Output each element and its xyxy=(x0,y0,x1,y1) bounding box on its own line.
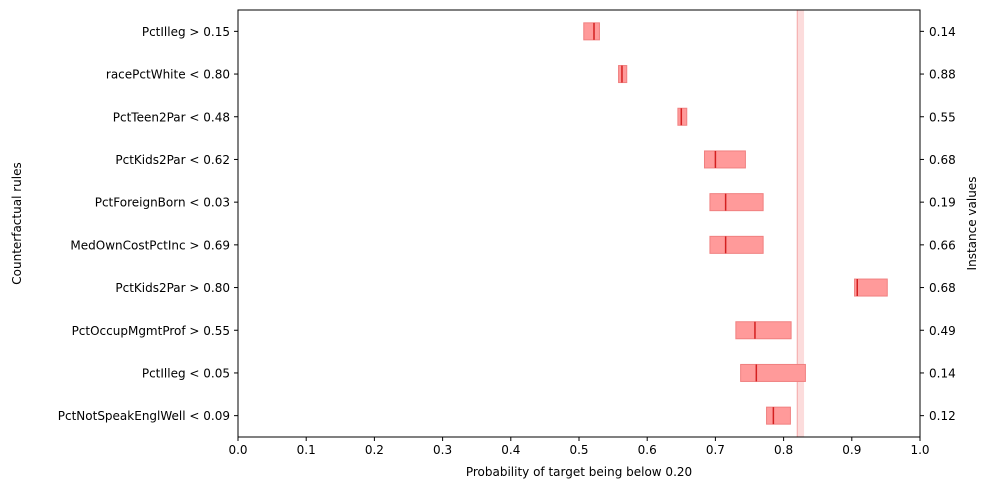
interval-bar xyxy=(735,321,792,340)
rule-label: PctIlleg > 0.15 xyxy=(142,25,230,39)
rule-label: MedOwnCostPctInc > 0.69 xyxy=(70,238,230,252)
instance-value-label: 0.12 xyxy=(929,409,956,423)
x-tick-label: 0.3 xyxy=(433,443,452,457)
instance-value-label: 0.66 xyxy=(929,238,956,252)
interval-bar xyxy=(854,278,888,297)
x-tick-label: 1.0 xyxy=(910,443,929,457)
y-axis-label: Counterfactual rules xyxy=(10,162,24,284)
ticks-layer: PctIlleg > 0.15 0.14 racePctWhite < 0.80 0.… xyxy=(58,25,956,457)
x-tick-label: 0.1 xyxy=(297,443,316,457)
rule-label: PctKids2Par < 0.62 xyxy=(115,153,230,167)
rule-label: PctKids2Par > 0.80 xyxy=(115,281,230,295)
x-axis-label: Probability of target being below 0.20 xyxy=(466,465,692,479)
rule-label: PctTeen2Par < 0.48 xyxy=(113,110,230,124)
x-tick-label: 0.0 xyxy=(228,443,247,457)
rule-label: PctOccupMgmtProf > 0.55 xyxy=(72,324,230,338)
instance-value-label: 0.19 xyxy=(929,196,956,210)
interval-bar xyxy=(740,363,806,382)
interval-bar xyxy=(709,193,764,212)
interval-bar xyxy=(583,22,600,41)
plot-frame xyxy=(237,9,921,438)
rule-label: PctForeignBorn < 0.03 xyxy=(95,196,230,210)
instance-value-label: 0.68 xyxy=(929,153,956,167)
rule-label: PctNotSpeakEnglWell < 0.09 xyxy=(58,409,230,423)
instance-value-label: 0.14 xyxy=(929,366,956,380)
x-tick-label: 0.5 xyxy=(569,443,588,457)
interval-bar xyxy=(677,107,688,126)
instance-value-label: 0.14 xyxy=(929,25,956,39)
x-tick-label: 0.4 xyxy=(501,443,520,457)
rule-label: racePctWhite < 0.80 xyxy=(106,68,230,82)
x-tick-label: 0.2 xyxy=(365,443,384,457)
x-tick-label: 0.9 xyxy=(842,443,861,457)
interval-bar xyxy=(709,235,764,254)
rule-label: PctIlleg < 0.05 xyxy=(142,366,230,380)
x-tick-label: 0.7 xyxy=(706,443,725,457)
reference-band xyxy=(797,10,805,437)
interval-bar xyxy=(766,406,791,425)
instance-value-label: 0.88 xyxy=(929,68,956,82)
instance-value-label: 0.49 xyxy=(929,324,956,338)
y-axis-label-right: Instance values xyxy=(965,177,979,271)
interval-bars-layer xyxy=(583,22,888,425)
instance-value-label: 0.55 xyxy=(929,110,956,124)
instance-value-label: 0.68 xyxy=(929,281,956,295)
x-tick-label: 0.6 xyxy=(638,443,657,457)
x-tick-label: 0.8 xyxy=(774,443,793,457)
interval-bar xyxy=(703,150,746,169)
